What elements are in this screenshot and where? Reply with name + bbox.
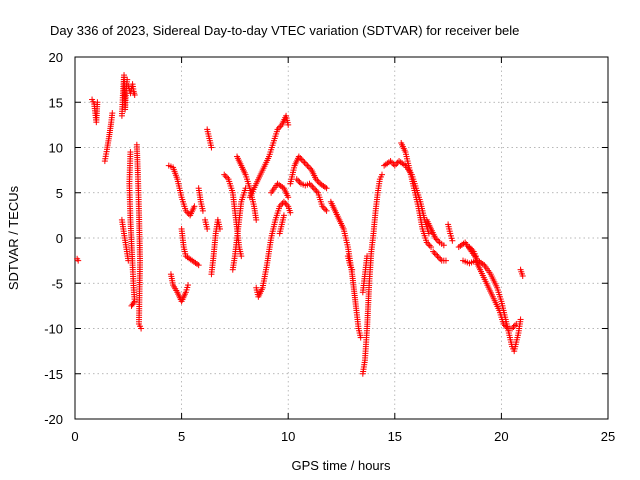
data-point: [511, 322, 518, 329]
data-point: [433, 251, 440, 258]
data-point: [519, 273, 526, 280]
y-axis-label: SDTVAR / TECUs: [6, 185, 21, 290]
data-point: [435, 254, 442, 261]
data-point: [323, 185, 330, 192]
data-point: [195, 262, 202, 269]
data-point: [124, 76, 131, 83]
data-point: [305, 164, 312, 171]
data-point: [442, 257, 449, 264]
y-tick-label: 0: [56, 231, 63, 246]
data-point: [75, 257, 82, 264]
data-point: [208, 144, 215, 151]
data-point: [138, 325, 145, 332]
x-tick-label: 25: [601, 429, 615, 444]
data-point: [357, 334, 364, 341]
data-point: [109, 110, 116, 117]
data-point: [285, 194, 292, 201]
data-point: [199, 207, 206, 214]
data-point: [349, 266, 356, 273]
data-point: [304, 162, 311, 169]
y-tick-label: 20: [49, 50, 63, 65]
y-tick-label: 15: [49, 95, 63, 110]
x-tick-label: 20: [494, 429, 508, 444]
data-point: [221, 171, 228, 178]
data-point: [517, 316, 524, 323]
data-point: [282, 200, 289, 207]
data-point: [310, 185, 317, 192]
data-point: [449, 237, 456, 244]
data-point: [280, 198, 287, 205]
data-point: [298, 156, 305, 163]
y-tick-label: -10: [44, 322, 63, 337]
data-point: [222, 173, 229, 180]
data-point: [216, 225, 223, 232]
data-point: [513, 320, 520, 327]
data-point: [238, 253, 245, 260]
data-point: [472, 253, 479, 260]
data-point: [300, 158, 307, 165]
data-point: [191, 203, 198, 210]
y-tick-label: -20: [44, 412, 63, 427]
data-point: [302, 161, 309, 168]
data-point: [388, 159, 395, 166]
data-point: [437, 256, 444, 263]
grid-lines: [75, 57, 608, 419]
y-tick-label: 10: [49, 141, 63, 156]
data-points: [74, 72, 526, 377]
axis-ticks: 0 5 10 15 20 25 -20 -15 -10 -5 0 5 10 15 20: [44, 50, 615, 444]
data-point: [391, 162, 398, 169]
data-point: [204, 225, 211, 232]
data-point: [379, 171, 386, 178]
data-point: [307, 182, 314, 189]
data-point: [323, 207, 330, 214]
data-point: [431, 250, 438, 257]
data-point: [94, 99, 101, 106]
data-point: [434, 253, 441, 260]
data-point: [322, 206, 329, 213]
x-tick-label: 15: [388, 429, 402, 444]
data-point: [364, 253, 371, 260]
x-tick-label: 10: [281, 429, 295, 444]
data-point: [131, 92, 138, 99]
x-axis-label: GPS time / hours: [292, 458, 391, 473]
data-point: [435, 238, 442, 245]
data-point: [280, 212, 287, 219]
data-point: [285, 121, 292, 128]
data-point: [440, 242, 447, 249]
data-point: [428, 244, 435, 251]
data-point: [510, 323, 517, 330]
data-point: [426, 242, 433, 249]
data-point: [184, 282, 191, 289]
y-tick-label: -5: [51, 276, 63, 291]
data-point: [287, 209, 294, 216]
y-tick-label: -15: [44, 367, 63, 382]
x-tick-label: 0: [71, 429, 78, 444]
data-point: [253, 216, 260, 223]
x-tick-label: 5: [178, 429, 185, 444]
data-point: [312, 186, 319, 193]
chart-title: Day 336 of 2023, Sidereal Day-to-day VTE…: [50, 23, 519, 38]
data-point: [301, 159, 308, 166]
data-point: [315, 179, 322, 186]
data-point: [295, 177, 302, 184]
data-point: [128, 302, 135, 309]
y-tick-label: 5: [56, 186, 63, 201]
